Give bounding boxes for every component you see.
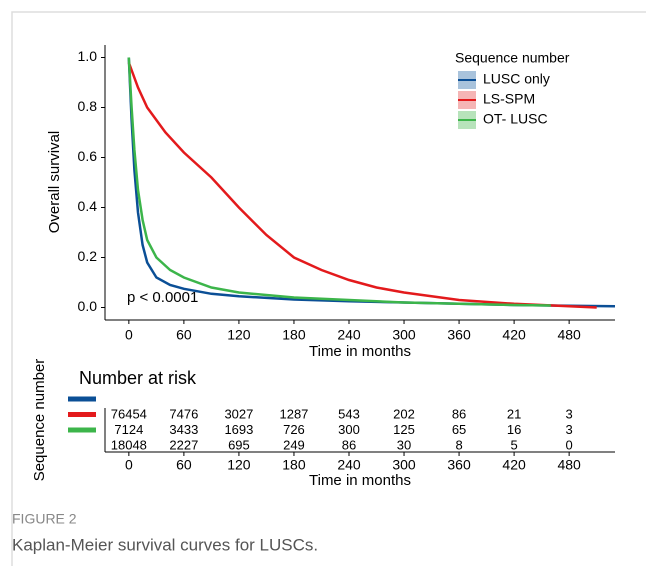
risk-x-tick-label: 360 <box>447 457 471 473</box>
caption-text: Kaplan-Meier survival curves for LUSCs. <box>12 535 318 554</box>
x-tick-label: 120 <box>227 327 251 343</box>
risk-cell: 16 <box>507 422 521 437</box>
risk-cell: 726 <box>283 422 305 437</box>
risk-cell: 3027 <box>224 406 253 421</box>
risk-cell: 7124 <box>114 422 143 437</box>
risk-x-tick-label: 420 <box>502 457 526 473</box>
y-tick-label: 0.0 <box>78 298 98 314</box>
survival-curve <box>127 62 597 309</box>
frame <box>11 11 646 566</box>
risk-cell: 30 <box>397 437 411 452</box>
risk-cell: 1693 <box>224 422 253 437</box>
risk-cell: 5 <box>510 437 517 452</box>
risk-cell: 202 <box>393 406 415 421</box>
risk-x-tick-label: 60 <box>176 457 192 473</box>
survival-curve <box>127 57 551 307</box>
risk-cell: 249 <box>283 437 305 452</box>
risk-cell: 86 <box>452 406 466 421</box>
risk-x-title: Time in months <box>309 472 411 489</box>
risk-x-tick-label: 300 <box>392 457 416 473</box>
y-axis-title: Overall survival <box>46 131 63 234</box>
x-tick-label: 300 <box>392 327 416 343</box>
legend-label: LUSC only <box>483 71 550 87</box>
risk-cell: 21 <box>507 406 521 421</box>
annotation: p < 0.0001 <box>127 289 198 306</box>
risk-cell: 8 <box>455 437 462 452</box>
risk-x-tick-label: 240 <box>337 457 361 473</box>
y-tick-label: 1.0 <box>78 48 98 64</box>
x-axis-title: Time in months <box>309 343 411 360</box>
y-tick-label: 0.8 <box>78 98 98 114</box>
risk-x-tick-label: 120 <box>227 457 251 473</box>
x-tick-label: 180 <box>282 327 306 343</box>
risk-y-title: Sequence number <box>31 359 48 482</box>
x-tick-label: 360 <box>447 327 471 343</box>
risk-cell: 65 <box>452 422 466 437</box>
risk-cell: 543 <box>338 406 360 421</box>
risk-cell: 2227 <box>169 437 198 452</box>
legend-label: OT- LUSC <box>483 111 548 127</box>
risk-cell: 0 <box>566 437 573 452</box>
risk-cell: 76454 <box>111 406 147 421</box>
risk-x-tick-label: 0 <box>125 457 133 473</box>
survival-curve <box>127 57 616 308</box>
y-tick-label: 0.6 <box>78 148 98 164</box>
x-tick-label: 480 <box>557 327 581 343</box>
x-tick-label: 420 <box>502 327 526 343</box>
y-tick-label: 0.4 <box>78 198 98 214</box>
x-tick-label: 0 <box>125 327 133 343</box>
risk-title: Number at risk <box>79 368 197 388</box>
risk-cell: 3433 <box>169 422 198 437</box>
risk-cell: 300 <box>338 422 360 437</box>
x-tick-label: 240 <box>337 327 361 343</box>
risk-cell: 1287 <box>279 406 308 421</box>
x-tick-label: 60 <box>176 327 192 343</box>
legend-title: Sequence number <box>455 50 570 66</box>
risk-cell: 86 <box>342 437 356 452</box>
y-tick-label: 0.2 <box>78 248 98 264</box>
legend-label: LS-SPM <box>483 91 535 107</box>
risk-cell: 3 <box>566 422 573 437</box>
risk-cell: 3 <box>566 406 573 421</box>
risk-x-tick-label: 480 <box>557 457 581 473</box>
risk-cell: 7476 <box>169 406 198 421</box>
risk-cell: 695 <box>228 437 250 452</box>
risk-x-tick-label: 180 <box>282 457 306 473</box>
caption-label: FIGURE 2 <box>12 511 77 527</box>
risk-cell: 18048 <box>111 437 147 452</box>
risk-cell: 125 <box>393 422 415 437</box>
